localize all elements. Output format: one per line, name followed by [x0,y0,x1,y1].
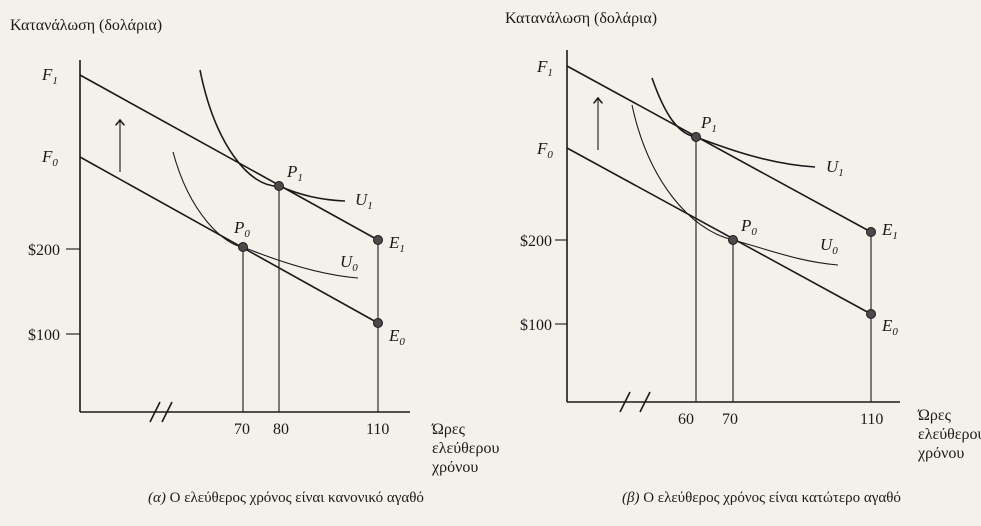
panel-b-label-u0: U0 [820,235,838,257]
panel-a-indifference-u1 [199,69,346,202]
panel-a-budget-line-1 [79,74,379,241]
panel-a-xtick-80: 80 [273,421,289,438]
panel-a-label-f0: F0 [41,147,58,169]
panel-b-label-p1: P1 [700,113,717,135]
panel-b-indifference-u1 [651,77,816,168]
panel-a-point-p0 [238,242,248,252]
panel-b-x-title-2: ελεύθερου [918,426,981,443]
panel-b-xtick-110: 110 [860,411,883,428]
panel-a-xtick-70: 70 [234,421,250,438]
panel-a-label-p1: P1 [286,162,303,184]
panel-b-xtick-60: 60 [678,411,694,428]
panel-b-label-f0: F0 [536,139,553,161]
panel-b-budget-line-1 [566,65,872,233]
panel-a: Κατανάλωση (δολάρια) F1 F0 $200 $100 [10,17,499,506]
panel-a-x-title-1: Ώρες [431,421,466,438]
panel-a-point-e1 [373,235,383,245]
panel-b-label-200: $200 [520,233,552,250]
panel-b-label-f1: F1 [536,57,553,79]
panel-b: Κατανάλωση (δολάρια) F1 F0 $200 $100 [505,10,981,506]
panel-b-point-e1 [866,227,876,237]
panel-b-label-u1: U1 [826,157,844,179]
panel-a-x-title-2: ελεύθερου [432,440,499,457]
panel-b-xtick-70: 70 [722,411,738,428]
panel-b-point-p0 [728,235,738,245]
panel-a-indifference-u0 [172,151,359,279]
panel-b-caption: (β) Ο ελεύθερος χρόνος είναι κατώτερο αγ… [622,490,901,506]
panel-b-x-title-1: Ώρες [917,407,952,424]
panel-b-label-e1: E1 [881,220,898,242]
panel-a-label-f1: F1 [41,65,58,87]
panel-b-label-e0: E0 [881,316,898,338]
panel-a-point-e0 [373,318,383,328]
panel-b-label-p0: P0 [740,216,757,238]
panel-b-axis-break [619,391,651,413]
panel-a-caption: (α) Ο ελεύθερος χρόνος είναι κανονικό αγ… [148,490,424,506]
panel-a-label-e1: E1 [388,233,405,255]
panel-a-xtick-110: 110 [366,421,389,438]
panel-b-y-axis-title: Κατανάλωση (δολάρια) [505,10,657,27]
panel-a-budget-line-0 [79,156,379,324]
panel-a-label-200: $200 [28,242,60,259]
panel-a-label-e0: E0 [388,326,405,348]
panel-a-axis-break [149,401,173,423]
panel-b-point-e0 [866,309,876,319]
panel-a-point-p1 [274,181,284,191]
panel-a-label-p0: P0 [233,218,250,240]
panel-a-label-u0: U0 [340,252,358,274]
panel-a-label-u1: U1 [355,190,373,212]
panel-b-budget-line-0 [566,147,872,315]
panel-a-y-axis-title: Κατανάλωση (δολάρια) [10,17,162,34]
panel-b-label-100: $100 [520,317,552,334]
panel-a-label-100: $100 [28,327,60,344]
panel-b-point-p1 [691,132,701,142]
panel-a-x-title-3: χρόνου [431,459,478,476]
panel-b-x-title-3: χρόνου [917,445,964,462]
